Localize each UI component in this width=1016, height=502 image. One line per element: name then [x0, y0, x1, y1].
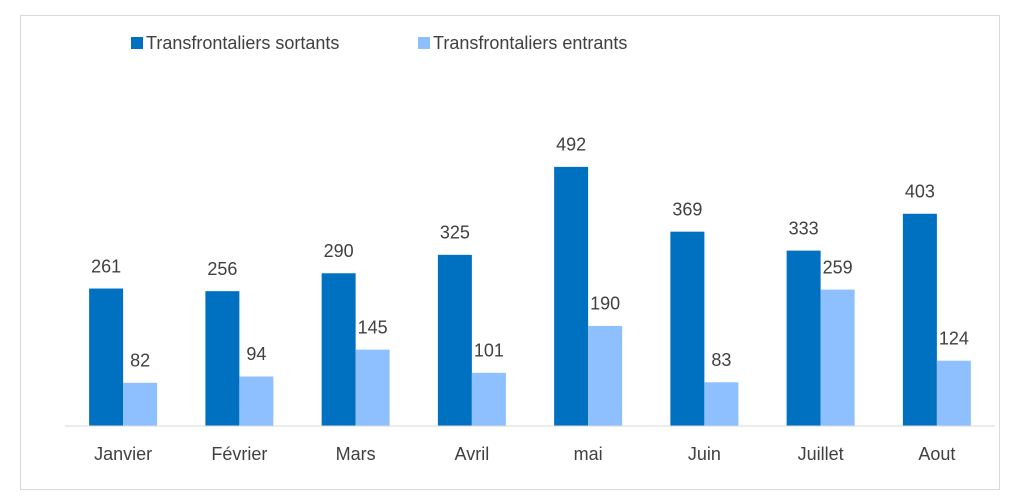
bar	[670, 231, 705, 426]
data-label: 369	[672, 199, 702, 219]
bar	[902, 213, 937, 426]
data-label: 83	[711, 350, 731, 370]
data-label: 94	[246, 344, 266, 364]
x-tick-label: Janvier	[94, 444, 152, 464]
data-label: 261	[91, 256, 121, 276]
data-label: 290	[324, 241, 354, 261]
data-label: 256	[207, 259, 237, 279]
data-label: 259	[823, 257, 853, 277]
data-label: 403	[905, 182, 935, 202]
bar	[355, 349, 390, 426]
data-label: 190	[590, 294, 620, 314]
x-tick-label: Juillet	[798, 444, 844, 464]
x-tick-label: Aout	[918, 444, 955, 464]
bar	[554, 166, 589, 426]
x-tick-label: mai	[574, 444, 603, 464]
bar	[820, 289, 855, 426]
data-label: 101	[474, 341, 504, 361]
x-tick-label: Février	[211, 444, 267, 464]
data-label: 333	[789, 218, 819, 238]
data-label: 145	[358, 317, 388, 337]
bar	[936, 360, 971, 426]
bar	[89, 288, 124, 426]
bar	[205, 291, 240, 426]
legend-swatch	[131, 37, 143, 49]
legend-swatch	[418, 37, 430, 49]
x-tick-label: Mars	[336, 444, 376, 464]
bar	[123, 382, 158, 426]
bar	[437, 254, 472, 426]
data-label: 492	[556, 135, 586, 155]
data-label: 325	[440, 223, 470, 243]
bar	[471, 372, 506, 426]
legend-label: Transfrontaliers entrants	[433, 33, 627, 53]
bar	[786, 250, 821, 426]
bar	[588, 325, 623, 426]
bar	[704, 382, 739, 426]
x-tick-label: Juin	[688, 444, 721, 464]
data-label: 124	[939, 328, 969, 348]
bar	[321, 273, 356, 426]
bar	[239, 376, 274, 426]
x-tick-label: Avril	[455, 444, 490, 464]
legend-label: Transfrontaliers sortants	[146, 33, 339, 53]
data-label: 82	[130, 351, 150, 371]
